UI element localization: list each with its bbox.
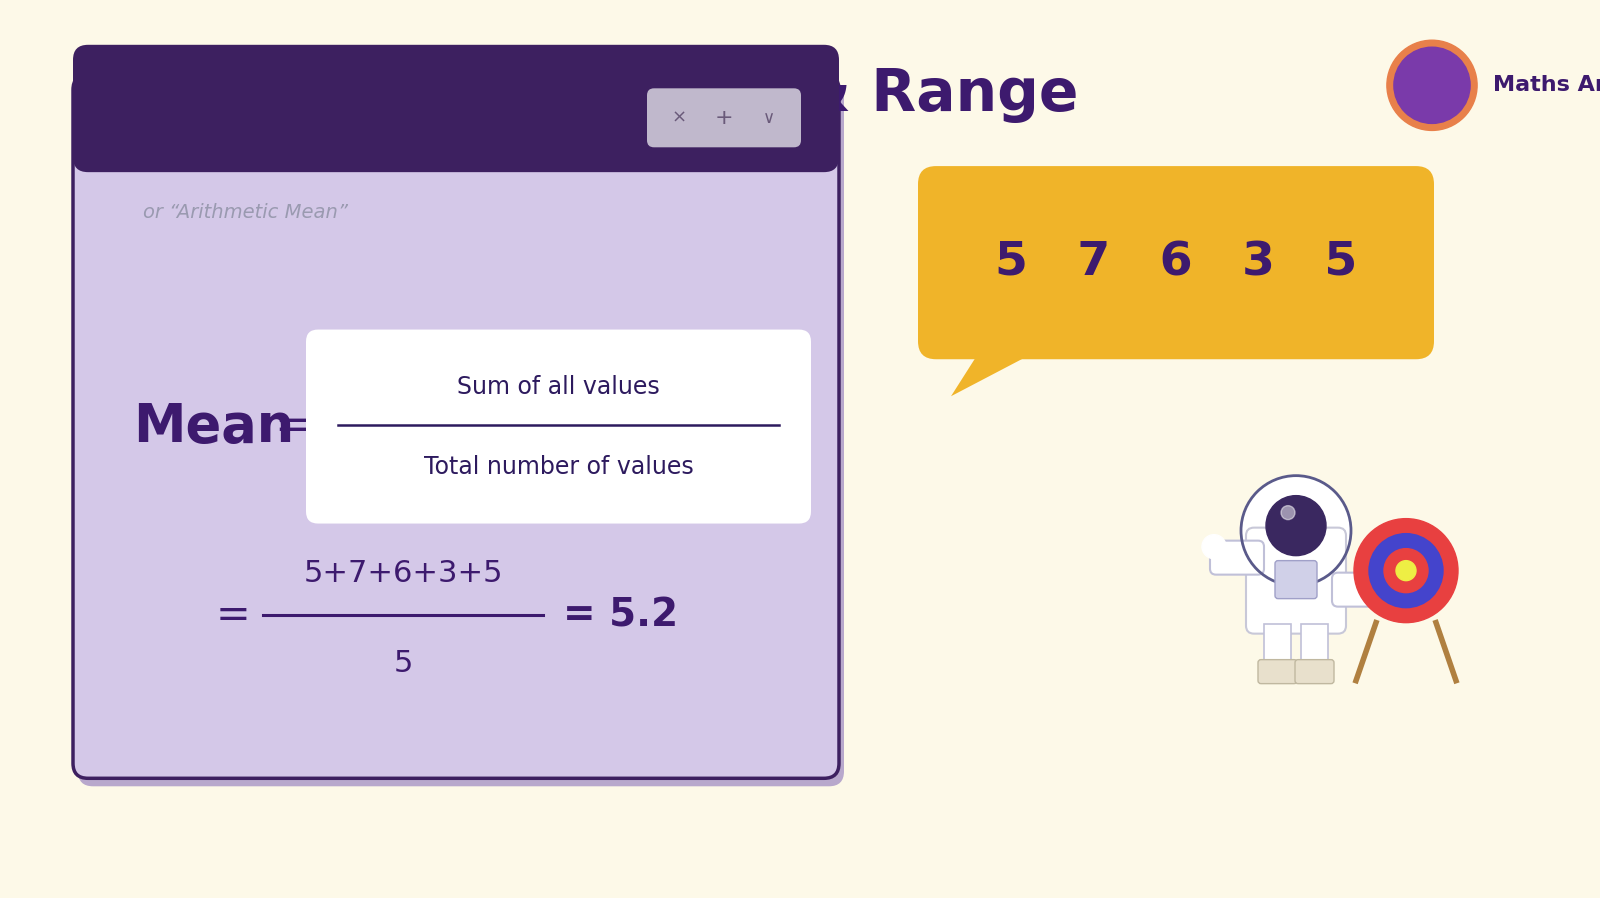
Circle shape xyxy=(1384,549,1429,593)
Text: Sum of all values: Sum of all values xyxy=(458,374,659,399)
Text: Maths Angel: Maths Angel xyxy=(1493,75,1600,95)
FancyBboxPatch shape xyxy=(74,75,838,779)
Bar xyxy=(1264,623,1291,665)
FancyBboxPatch shape xyxy=(646,88,802,147)
Circle shape xyxy=(1242,476,1350,585)
FancyBboxPatch shape xyxy=(74,45,838,172)
Text: or “Arithmetic Mean”: or “Arithmetic Mean” xyxy=(142,203,349,222)
Text: Total number of values: Total number of values xyxy=(424,454,693,479)
FancyBboxPatch shape xyxy=(1246,528,1346,634)
Circle shape xyxy=(1387,40,1477,130)
FancyBboxPatch shape xyxy=(306,330,811,524)
Text: = 5.2: = 5.2 xyxy=(563,596,678,634)
Bar xyxy=(1301,623,1328,665)
Circle shape xyxy=(1394,48,1470,123)
FancyBboxPatch shape xyxy=(1275,560,1317,599)
Text: =: = xyxy=(274,405,312,448)
Text: Mean, Median, Mode: Mean, Median, Mode xyxy=(96,66,800,123)
Text: +: + xyxy=(715,108,733,128)
Text: 5: 5 xyxy=(394,648,413,678)
FancyBboxPatch shape xyxy=(1258,660,1298,683)
FancyBboxPatch shape xyxy=(918,166,1434,359)
Text: ×: × xyxy=(672,109,686,127)
Circle shape xyxy=(1370,533,1443,608)
Bar xyxy=(102,120,810,157)
Text: =: = xyxy=(216,594,250,636)
Circle shape xyxy=(1202,534,1226,559)
Text: ∨: ∨ xyxy=(763,109,774,127)
FancyBboxPatch shape xyxy=(1331,573,1384,607)
Circle shape xyxy=(1282,506,1294,520)
Text: Mean: Mean xyxy=(133,401,294,453)
Polygon shape xyxy=(950,341,1056,396)
Text: & Range: & Range xyxy=(800,66,1078,123)
FancyBboxPatch shape xyxy=(1294,660,1334,683)
Circle shape xyxy=(1395,560,1416,581)
FancyBboxPatch shape xyxy=(1210,541,1264,575)
FancyBboxPatch shape xyxy=(78,83,845,787)
Text: 5   7   6   3   5: 5 7 6 3 5 xyxy=(995,240,1357,286)
Text: 5+7+6+3+5: 5+7+6+3+5 xyxy=(304,559,502,587)
Circle shape xyxy=(1354,519,1458,622)
Circle shape xyxy=(1266,496,1326,556)
